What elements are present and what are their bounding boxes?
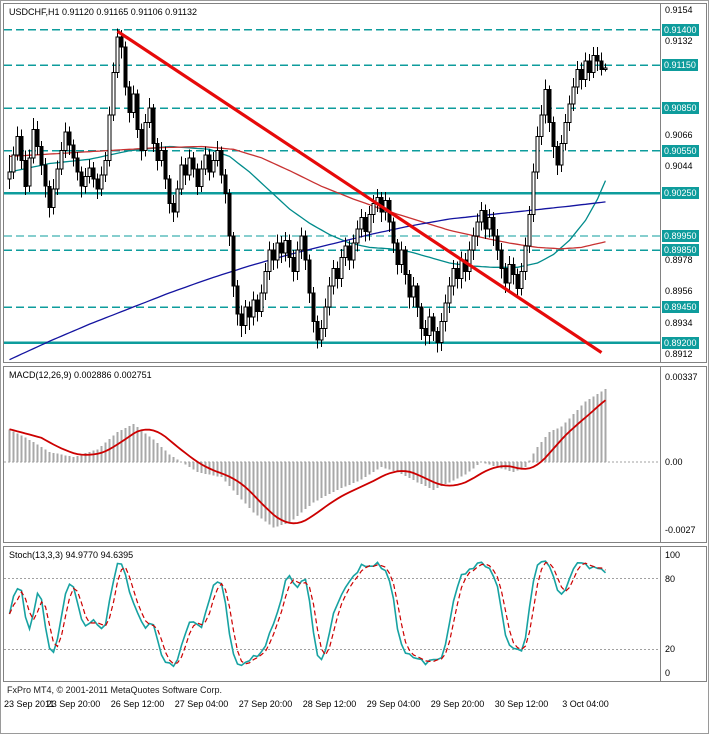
chart-title: USDCHF,H1 0.91120 0.91165 0.91106 0.9113…: [9, 7, 197, 17]
price-tick-label: 0.8978: [665, 255, 693, 266]
time-label: 27 Sep 20:00: [238, 699, 293, 709]
macd-chart[interactable]: [4, 367, 661, 542]
time-axis[interactable]: 23 Sep 2011 23 Sep 20:00 26 Sep 12:00 27 Se…: [3, 699, 708, 715]
price-tick-label: 0.8956: [665, 286, 693, 297]
price-level-badge: 0.89850: [662, 244, 699, 257]
macd-axis-label: 0.00337: [665, 372, 698, 383]
stoch-main-line: [8, 560, 607, 668]
macd-signal-line: [9, 399, 607, 525]
macd-axis[interactable]: 0.00337 0.00 -0.0027: [660, 367, 706, 542]
price-tick-label: 0.8912: [665, 349, 693, 359]
stoch-axis-label: 80: [665, 573, 676, 584]
time-label: 3 Oct 04:00: [562, 699, 609, 709]
price-level-badge: 0.91400: [662, 23, 699, 36]
stochastic-panel[interactable]: 100 80 20 0 Stoch(13,3,3) 94.9770 94.6395: [3, 546, 707, 682]
time-label: 28 Sep 12:00: [302, 699, 357, 709]
price-tick-label: 0.9154: [665, 5, 693, 15]
stochastic-chart[interactable]: [4, 547, 661, 681]
price-level-badge: 0.90250: [662, 187, 699, 200]
stoch-axis-label: 0: [665, 668, 671, 678]
price-level-badge: 0.89950: [662, 230, 699, 243]
stoch-axis-label: 100: [665, 550, 681, 560]
price-tick-label: 0.9132: [665, 36, 693, 47]
candles-layer: [7, 28, 608, 353]
price-level-badge: 0.90550: [662, 144, 699, 157]
price-tick-label: 0.9066: [665, 130, 693, 141]
macd-axis-label: -0.0027: [665, 525, 696, 536]
macd-panel[interactable]: 0.00337 0.00 -0.0027 MACD(12,26,9) 0.00288…: [3, 366, 707, 543]
time-label: 30 Sep 12:00: [494, 699, 549, 709]
time-label: 23 Sep 20:00: [46, 699, 101, 709]
macd-title: MACD(12,26,9) 0.002886 0.002751: [9, 370, 152, 380]
stochastic-title: Stoch(13,3,3) 94.9770 94.6395: [9, 550, 134, 560]
time-label: 29 Sep 20:00: [430, 699, 485, 709]
time-label: 23 Sep 2011: [4, 699, 55, 709]
price-axis[interactable]: 0.9154 0.9132 0.9066 0.9044 0.8978 0.8956 0.89…: [660, 4, 706, 362]
time-label: 27 Sep 04:00: [174, 699, 229, 709]
stochastic-axis[interactable]: 100 80 20 0: [660, 547, 706, 681]
price-tick-label: 0.9044: [665, 161, 693, 172]
ma-red-slow: [9, 145, 606, 250]
price-tick-label: 0.8934: [665, 317, 693, 328]
time-label: 26 Sep 12:00: [110, 699, 165, 709]
candlestick-chart[interactable]: [4, 4, 661, 362]
price-level-badge: 0.89200: [662, 336, 699, 349]
macd-histogram: [8, 389, 607, 528]
descending-trendline[interactable]: [116, 29, 603, 354]
price-level-badge: 0.91150: [662, 59, 698, 72]
time-label: 29 Sep 04:00: [366, 699, 421, 709]
price-level-badge: 0.90850: [662, 102, 699, 115]
price-chart-panel[interactable]: 0.9154 0.9132 0.9066 0.9044 0.8978 0.8956 0.89…: [3, 3, 707, 363]
price-level-badge: 0.89450: [662, 301, 699, 314]
stoch-axis-label: 20: [665, 644, 676, 655]
copyright-text: FxPro MT4, © 2001-2011 MetaQuotes Softwa…: [7, 685, 223, 695]
macd-axis-label: 0.00: [665, 457, 683, 468]
